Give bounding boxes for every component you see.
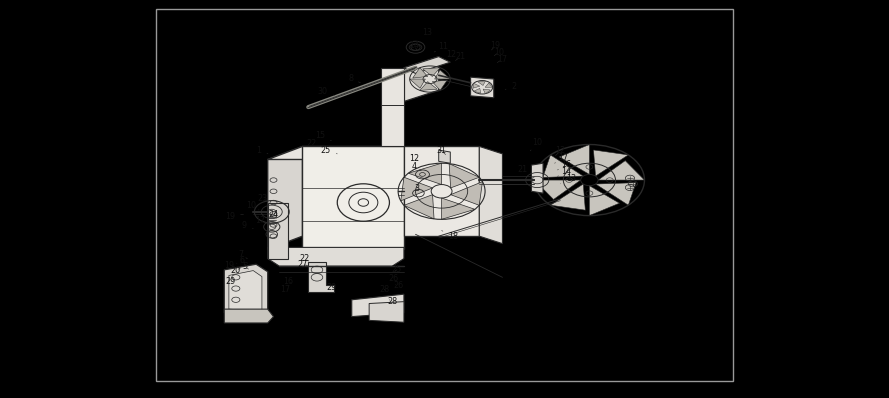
Polygon shape [410,79,425,88]
Text: 17: 17 [555,153,568,163]
Polygon shape [422,68,440,76]
Polygon shape [268,146,302,249]
Polygon shape [228,271,262,311]
Text: 8: 8 [348,74,360,83]
Polygon shape [412,68,428,78]
Text: 22: 22 [306,139,323,148]
Polygon shape [380,68,404,105]
Polygon shape [598,161,645,180]
Text: 16: 16 [283,277,293,286]
Polygon shape [420,82,437,90]
Polygon shape [483,89,491,94]
Text: 14: 14 [409,41,420,50]
Text: 17: 17 [255,216,265,225]
Polygon shape [550,184,585,210]
Polygon shape [442,198,475,219]
Polygon shape [589,185,620,216]
Polygon shape [596,183,636,205]
Polygon shape [485,83,493,87]
Polygon shape [435,70,451,79]
Text: 25: 25 [392,265,402,274]
Text: 14: 14 [557,167,572,176]
Polygon shape [438,150,451,163]
Text: 12: 12 [409,154,420,163]
Text: 21: 21 [517,165,532,174]
Text: 12: 12 [556,146,565,156]
Text: 28: 28 [379,285,389,294]
Polygon shape [380,68,404,146]
Polygon shape [224,264,268,315]
Text: 2: 2 [505,82,517,91]
Text: 10: 10 [530,138,542,151]
Text: 13: 13 [419,28,432,42]
Text: 6: 6 [239,256,247,265]
Polygon shape [432,80,447,90]
Polygon shape [268,203,288,259]
Polygon shape [451,181,483,205]
Text: 22: 22 [299,254,309,263]
Text: 26: 26 [393,281,404,290]
Text: 29: 29 [225,277,236,286]
Text: 12: 12 [446,50,457,59]
Text: 15: 15 [315,131,332,141]
Text: 9: 9 [242,221,253,230]
Text: 3: 3 [414,184,422,193]
Polygon shape [479,146,502,244]
Text: 27: 27 [297,260,308,269]
Polygon shape [534,180,581,199]
Text: 4: 4 [412,162,421,172]
Text: 19: 19 [224,261,237,270]
Text: 28: 28 [388,297,397,306]
Text: 17: 17 [280,285,290,294]
Polygon shape [478,81,485,86]
Polygon shape [594,150,629,176]
Polygon shape [532,163,543,193]
Polygon shape [404,146,479,236]
Polygon shape [543,155,583,178]
Text: 13: 13 [560,174,576,184]
Polygon shape [302,146,404,249]
Polygon shape [404,57,451,73]
Polygon shape [408,163,442,185]
Polygon shape [268,248,404,266]
Polygon shape [449,164,479,188]
Text: 18: 18 [442,230,458,241]
Text: 31: 31 [436,146,446,155]
Text: 17: 17 [497,55,508,64]
Text: 21: 21 [455,52,466,61]
Polygon shape [308,262,334,292]
Polygon shape [369,302,404,322]
Text: 26: 26 [388,273,398,283]
Polygon shape [404,57,438,101]
Text: 10: 10 [246,201,259,210]
Polygon shape [352,294,404,317]
Polygon shape [404,195,434,219]
Text: 11: 11 [434,42,448,52]
Polygon shape [473,83,480,88]
Text: 30: 30 [317,86,334,96]
Polygon shape [559,144,589,174]
Text: 25: 25 [321,146,337,155]
Polygon shape [224,309,274,323]
Text: 5: 5 [242,262,249,271]
Text: 7: 7 [238,250,247,259]
Polygon shape [474,88,481,93]
Text: 23: 23 [258,193,268,203]
Polygon shape [268,146,404,160]
Text: 29: 29 [326,283,337,292]
Text: 19: 19 [491,41,501,50]
Polygon shape [401,177,433,201]
Text: 16: 16 [557,160,572,170]
Text: 1: 1 [257,146,268,155]
Text: 20: 20 [231,266,241,275]
Text: 19: 19 [225,212,244,221]
Text: 24: 24 [268,210,278,219]
Text: 10: 10 [494,48,504,57]
Polygon shape [470,77,493,98]
